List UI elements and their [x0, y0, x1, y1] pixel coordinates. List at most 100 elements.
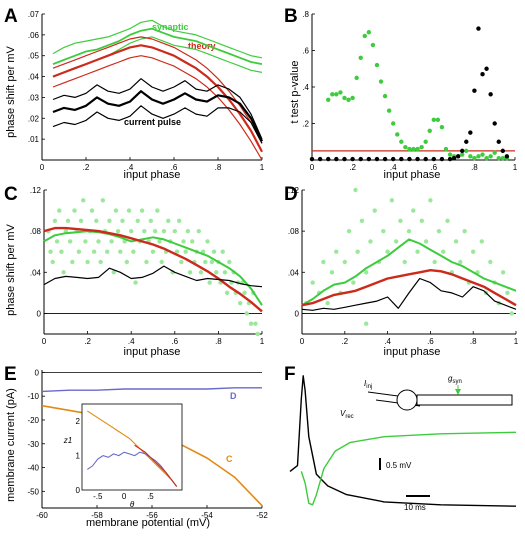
panel-c-scatter-point	[157, 239, 162, 244]
inset-y-tick-label: 2	[76, 417, 81, 426]
panel-b-point-green	[443, 146, 449, 152]
panel-a-x-tick-label: .8	[215, 163, 222, 172]
panel-d-scatter-point	[385, 249, 390, 254]
panel-d-scatter-point	[488, 259, 493, 265]
panel-c-scatter-point	[224, 290, 230, 296]
panel-e-y-tick-label: -50	[27, 487, 39, 496]
panel-c-scatter-point	[161, 228, 167, 234]
panel-b-point-green	[358, 55, 363, 60]
panel-b-point-black	[382, 156, 388, 162]
inset-series-blue	[86, 451, 178, 487]
panel-b-y-tick-label: .6	[302, 47, 309, 56]
panel-b-point-black	[476, 26, 481, 31]
panel-d-scatter-point	[462, 228, 467, 234]
panel-b-point-black	[455, 154, 461, 159]
panel-c-scatter-point	[76, 249, 82, 254]
panel-b-x-label: input phase	[384, 169, 441, 181]
panel-d-scatter-point	[372, 208, 377, 213]
panel-b-point-black	[309, 156, 315, 162]
panel-d-x-label: input phase	[384, 346, 441, 358]
panel-a-x-tick-label: .2	[83, 163, 90, 172]
panel-b-point-black	[391, 156, 396, 162]
panel-c-scatter-point	[172, 228, 177, 234]
inset-y-tick-label: 0	[76, 486, 81, 495]
panel-d-scatter-point	[458, 259, 463, 265]
panel-b-point-black	[366, 156, 372, 162]
panel-a-y-tick-label: .06	[28, 31, 40, 40]
panel-c-scatter-point	[198, 270, 204, 275]
panel-d-y-tick-label: .04	[288, 268, 300, 277]
panel-c-scatter-point	[220, 249, 225, 254]
panel-b-x-tick-label: .4	[390, 163, 397, 172]
panel-b-point-black	[423, 156, 428, 162]
panel-b-point-green	[484, 155, 489, 161]
scale-time-label: 10 ms	[404, 503, 426, 512]
panel-c-scatter-point	[113, 208, 119, 213]
panel-d-x-tick-label: .2	[341, 337, 348, 346]
panel-a-y-tick-label: .07	[28, 10, 40, 19]
panel-a-series-red-5	[52, 55, 263, 161]
panel-b-point-green	[370, 42, 376, 48]
panel-b-point-black	[464, 139, 469, 144]
panel-f-trace-green	[300, 431, 517, 506]
panel-b-point-green	[403, 145, 408, 150]
panel-b-y-tick-label: .2	[302, 120, 309, 129]
panel-c-scatter-point	[83, 239, 88, 244]
panel-c-scatter-point	[94, 218, 99, 224]
panel-e-y-tick-label: -20	[27, 416, 39, 425]
panel-c-scatter-point	[126, 208, 132, 213]
panel-d-scatter-point	[423, 239, 429, 244]
panel-a-x-label: input phase	[124, 169, 181, 181]
panel-c-scatter-point	[65, 218, 71, 224]
injection-electrode	[367, 391, 399, 397]
panel-d-scatter-point	[355, 249, 360, 254]
panel-c-scatter-point	[124, 259, 130, 265]
panel-c-scatter-point	[96, 239, 101, 244]
panel-b-point-black	[326, 156, 331, 162]
panel-b-point-black	[439, 156, 445, 162]
panel-c-scatter-point	[50, 259, 55, 265]
inset-series-orange	[86, 410, 178, 487]
panel-e-y-tick-label: -40	[27, 464, 39, 473]
panel-b-point-black	[472, 88, 477, 93]
panel-d-y-tick-label: 0	[295, 309, 300, 318]
panel-c-scatter-point	[52, 218, 58, 224]
panel-b-point-green	[468, 154, 473, 159]
label-g-syn: gsyn	[448, 374, 462, 385]
panel-c-y-tick-label: .08	[30, 227, 42, 236]
panel-b-point-green	[391, 121, 396, 126]
panel-b-point-green	[326, 97, 331, 102]
panel-c-scatter-point	[148, 218, 154, 224]
panel-b-x-tick-label: .2	[349, 163, 356, 172]
panel-d-scatter-point	[436, 228, 442, 234]
panel-a-series-black-7	[52, 90, 263, 142]
inset-x-tick-label: .5	[147, 492, 154, 501]
panel-b-point-green	[488, 154, 493, 159]
panel-a-y-tick-label: .03	[28, 93, 40, 102]
panel-b-point-green	[472, 155, 477, 161]
panel-c-scatter-point	[159, 259, 164, 265]
neuron-schematic: Iinj Vrec gsyn	[340, 374, 513, 420]
panel-d-scatter-point	[342, 259, 347, 265]
panel-a-x-tick-label: 0	[40, 163, 45, 172]
dendrite	[416, 394, 513, 406]
panel-e-y-tick-label: 0	[35, 368, 40, 377]
panel-c-scatter-point	[196, 228, 201, 234]
panel-d-x-tick-label: 0	[300, 337, 305, 346]
panel-c-scatter-point	[227, 259, 232, 265]
panel-c-scatter-point	[118, 249, 123, 254]
panel-e-x-tick-label: -58	[91, 511, 103, 520]
panel-b-point-green	[346, 97, 351, 102]
panel-b-point-black	[374, 156, 380, 162]
panel-b-point-green	[399, 139, 404, 144]
panel-d-scatter-point	[321, 259, 326, 265]
panel-b-point-black	[431, 156, 436, 162]
panel-d-scatter-point	[402, 259, 407, 265]
panel-a-series-red-3	[52, 36, 263, 144]
panel-b-point-green	[423, 139, 428, 144]
panel-b-point-green	[366, 30, 372, 35]
panel-c-scatter-point	[155, 208, 160, 213]
panel-b-y-tick-label: .4	[302, 83, 309, 92]
soma	[396, 389, 418, 411]
panel-b-point-green	[447, 152, 453, 157]
